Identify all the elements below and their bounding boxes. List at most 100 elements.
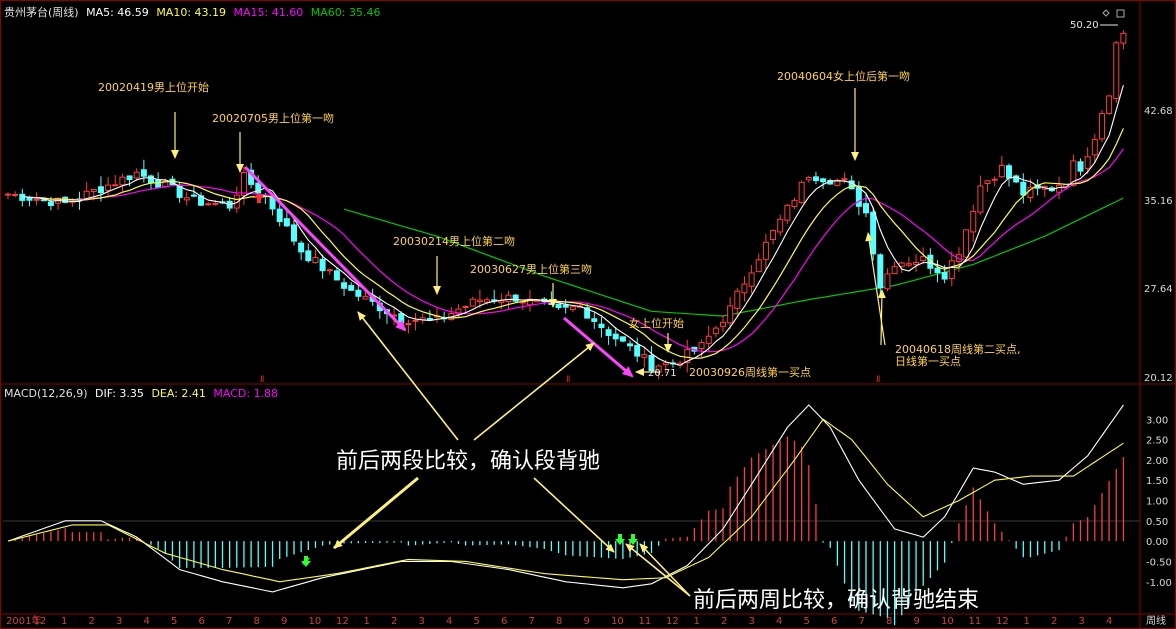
- time-tick: 7: [226, 616, 232, 627]
- annotation-male-third-kiss: 20030627男上位第三吻: [470, 262, 592, 276]
- time-tick: 1: [61, 616, 67, 627]
- annotation-pointers: [171, 88, 886, 376]
- candle-body: [913, 261, 920, 265]
- candle-body: [619, 336, 626, 342]
- candle-body: [834, 179, 841, 186]
- candle-body: [884, 273, 891, 290]
- candle-body: [870, 211, 877, 255]
- candle-body: [684, 349, 691, 363]
- annotation-female-first-kiss: 20040604女上位后第一吻: [777, 69, 910, 83]
- candle-body: [748, 272, 755, 287]
- candle-body: [19, 193, 26, 201]
- price-axis: 42.68 35.16 27.64 20.12: [1144, 106, 1173, 384]
- time-tick: 12: [666, 616, 679, 627]
- candle-body: [627, 343, 634, 347]
- candle-body: [505, 294, 512, 303]
- time-tick: 12: [336, 616, 349, 627]
- dif-legend: DIF: 3.35: [95, 387, 144, 400]
- dea-legend: DEA: 2.41: [151, 387, 206, 400]
- moving-averages: [22, 84, 1124, 366]
- green-signal-marker-3: [615, 534, 625, 545]
- candle-body: [5, 193, 11, 196]
- candle-body: [498, 300, 505, 304]
- time-tick: 6: [501, 616, 507, 627]
- candle-body: [298, 242, 305, 253]
- candle-body: [148, 175, 154, 184]
- candle-body: [240, 171, 247, 196]
- time-tick: 2001年: [6, 614, 41, 627]
- candle-body: [291, 224, 297, 242]
- candle-body: [1077, 161, 1084, 172]
- candle-body: [905, 263, 912, 266]
- candle-body: [341, 282, 348, 289]
- macd-header: MACD(12,26,9) DIF: 3.35 DEA: 2.41 MACD: …: [4, 387, 278, 400]
- candle-body: [276, 208, 283, 223]
- candle-body: [705, 335, 712, 344]
- period-label: 周线: [1146, 614, 1166, 627]
- diamond-icon[interactable]: [1102, 9, 1110, 17]
- candle-body: [484, 299, 491, 303]
- svg-text:Ⅱ: Ⅱ: [876, 375, 880, 385]
- svg-text:Ⅱ: Ⅱ: [566, 375, 570, 385]
- dif-line: [7, 404, 1124, 593]
- time-tick: 4: [776, 616, 782, 627]
- time-tick: 11: [639, 616, 652, 627]
- time-tick: 3: [1079, 616, 1085, 627]
- ma15-legend: MA15: 41.60: [233, 6, 304, 19]
- candle-body: [920, 256, 927, 262]
- candle-body: [1120, 32, 1127, 44]
- candle-body: [798, 181, 805, 203]
- candle-body: [555, 303, 562, 309]
- time-tick: 4: [446, 616, 452, 627]
- candle-body: [1098, 113, 1105, 140]
- ma60-line-path: [343, 197, 1124, 317]
- candle-body: [355, 289, 362, 297]
- dif-dea-lines: [7, 404, 1124, 593]
- time-tick: 10: [309, 616, 322, 627]
- time-tick: 9: [584, 616, 590, 627]
- candle-body: [12, 194, 19, 197]
- price-tick-35-16: 35.16: [1144, 196, 1173, 207]
- candle-body: [927, 254, 934, 269]
- candle-body: [698, 342, 705, 349]
- candle-body: [605, 329, 612, 336]
- candle-body: [727, 305, 734, 324]
- candle-body: [469, 298, 476, 307]
- candle-body: [955, 254, 962, 262]
- macd-tick: -0.50: [1146, 557, 1172, 568]
- time-tick: 5: [474, 616, 480, 627]
- time-tick: 4: [144, 616, 150, 627]
- time-tick: 11: [969, 616, 982, 627]
- annotation-first-buy-point: 20030926周线第一买点: [689, 365, 811, 379]
- macd-title: MACD(12,26,9): [4, 387, 88, 400]
- candle-body: [784, 204, 791, 221]
- time-tick: 5: [171, 616, 177, 627]
- candle-body: [412, 319, 419, 322]
- time-tick: 2: [721, 616, 727, 627]
- candle-body: [562, 304, 569, 308]
- candle-body: [405, 323, 412, 326]
- ma60-line: [343, 197, 1124, 317]
- candle-body: [233, 194, 240, 209]
- time-tick: 8: [254, 616, 260, 627]
- time-tick: 3: [419, 616, 425, 627]
- macd-tick: 3.00: [1146, 415, 1168, 426]
- window-button-icon[interactable]: [1116, 9, 1125, 18]
- candle-body: [90, 189, 97, 192]
- candle-body: [155, 179, 162, 188]
- candle-body: [612, 333, 619, 340]
- candle-body: [963, 229, 970, 258]
- macd-legend: MACD: 1.88: [213, 387, 279, 400]
- ma60-legend: MA60: 35.46: [310, 6, 381, 19]
- candle-body: [40, 199, 47, 202]
- candle-body: [720, 321, 726, 327]
- time-tick: 2: [391, 616, 397, 627]
- price-tick-20-12: 20.12: [1144, 373, 1173, 384]
- candle-body: [991, 178, 998, 181]
- candle-body: [205, 203, 212, 206]
- svg-text:Ⅱ: Ⅱ: [260, 375, 264, 385]
- callout-arrows: [333, 311, 691, 597]
- price-header: 贵州茅台(周线) MA5: 46.59 MA10: 43.19 MA15: 41…: [4, 6, 380, 19]
